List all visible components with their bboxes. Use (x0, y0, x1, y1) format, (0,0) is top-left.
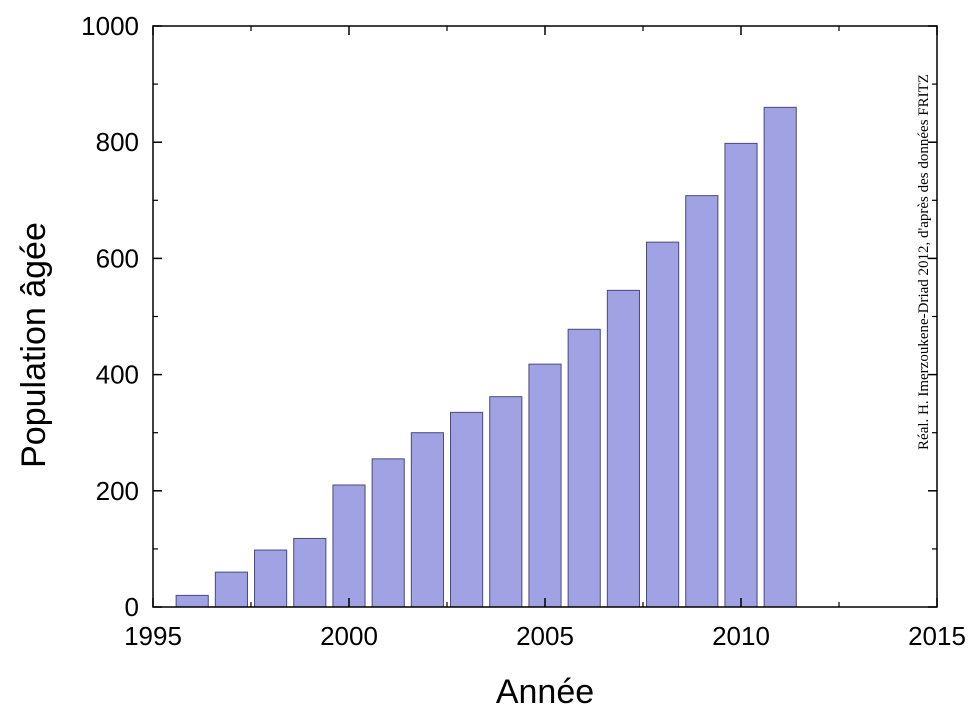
y-tick-label-200: 200 (96, 476, 139, 506)
bar-2006 (567, 328, 601, 608)
bar-2010 (724, 142, 758, 608)
y-tick-label-600: 600 (96, 243, 139, 273)
bar-2007 (606, 289, 640, 608)
bars-group (175, 106, 797, 608)
x-tick-label-1995: 1995 (124, 621, 182, 651)
x-axis-title: Année (496, 673, 594, 710)
bar-2002 (410, 432, 444, 608)
source-annotation: Réal. H. Imerzoukene-Driad 2012, d'après… (916, 74, 932, 450)
bar-1999 (293, 537, 327, 608)
bar-2009 (685, 195, 719, 608)
y-tick-label-0: 0 (125, 592, 139, 622)
bar-2000 (332, 484, 366, 608)
bar-1997 (214, 571, 248, 608)
bar-1998 (254, 549, 288, 608)
y-tick-label-800: 800 (96, 127, 139, 157)
x-tick-label-2005: 2005 (516, 621, 574, 651)
ticks-group: 1995 2000 2005 2010 2015 0 200 400 600 800 1000 (81, 11, 966, 651)
x-tick-label-2010: 2010 (712, 621, 770, 651)
bar-2001 (371, 458, 405, 608)
x-tick-label-2015: 2015 (908, 621, 966, 651)
bar-2011 (763, 106, 797, 608)
bar-2005 (528, 363, 562, 608)
y-tick-label-400: 400 (96, 360, 139, 390)
bar-2008 (646, 241, 680, 608)
y-tick-label-1000: 1000 (81, 11, 139, 41)
bar-2003 (450, 411, 484, 608)
x-tick-label-2000: 2000 (320, 621, 378, 651)
y-axis-title: Population âgée (15, 222, 53, 468)
bar-1996 (175, 594, 209, 608)
bar-2004 (489, 396, 523, 608)
